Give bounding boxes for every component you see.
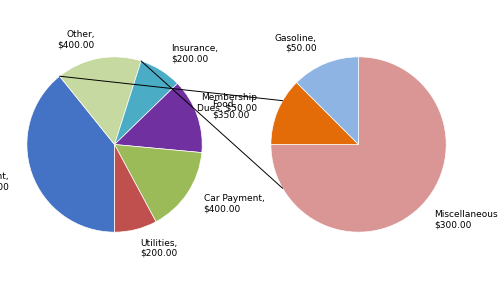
Wedge shape bbox=[115, 84, 202, 153]
Text: Food,
$350.00: Food, $350.00 bbox=[212, 100, 249, 120]
Text: Utilities,
$200.00: Utilities, $200.00 bbox=[140, 238, 178, 258]
Wedge shape bbox=[60, 57, 141, 144]
Text: Membership
Dues, $50.00: Membership Dues, $50.00 bbox=[197, 93, 257, 112]
Text: Miscellaneous,
$300.00: Miscellaneous, $300.00 bbox=[434, 210, 498, 230]
Wedge shape bbox=[297, 57, 359, 144]
Text: Rent,
$1,000.00: Rent, $1,000.00 bbox=[0, 172, 9, 192]
Wedge shape bbox=[271, 57, 446, 232]
Wedge shape bbox=[271, 83, 359, 144]
Text: Insurance,
$200.00: Insurance, $200.00 bbox=[171, 44, 218, 63]
Wedge shape bbox=[115, 144, 202, 222]
Wedge shape bbox=[27, 76, 115, 232]
Text: Other,
$400.00: Other, $400.00 bbox=[58, 30, 95, 49]
Text: Gasoline,
$50.00: Gasoline, $50.00 bbox=[274, 34, 317, 53]
Text: Car Payment,
$400.00: Car Payment, $400.00 bbox=[204, 194, 264, 213]
Wedge shape bbox=[115, 61, 177, 144]
Wedge shape bbox=[115, 144, 156, 232]
